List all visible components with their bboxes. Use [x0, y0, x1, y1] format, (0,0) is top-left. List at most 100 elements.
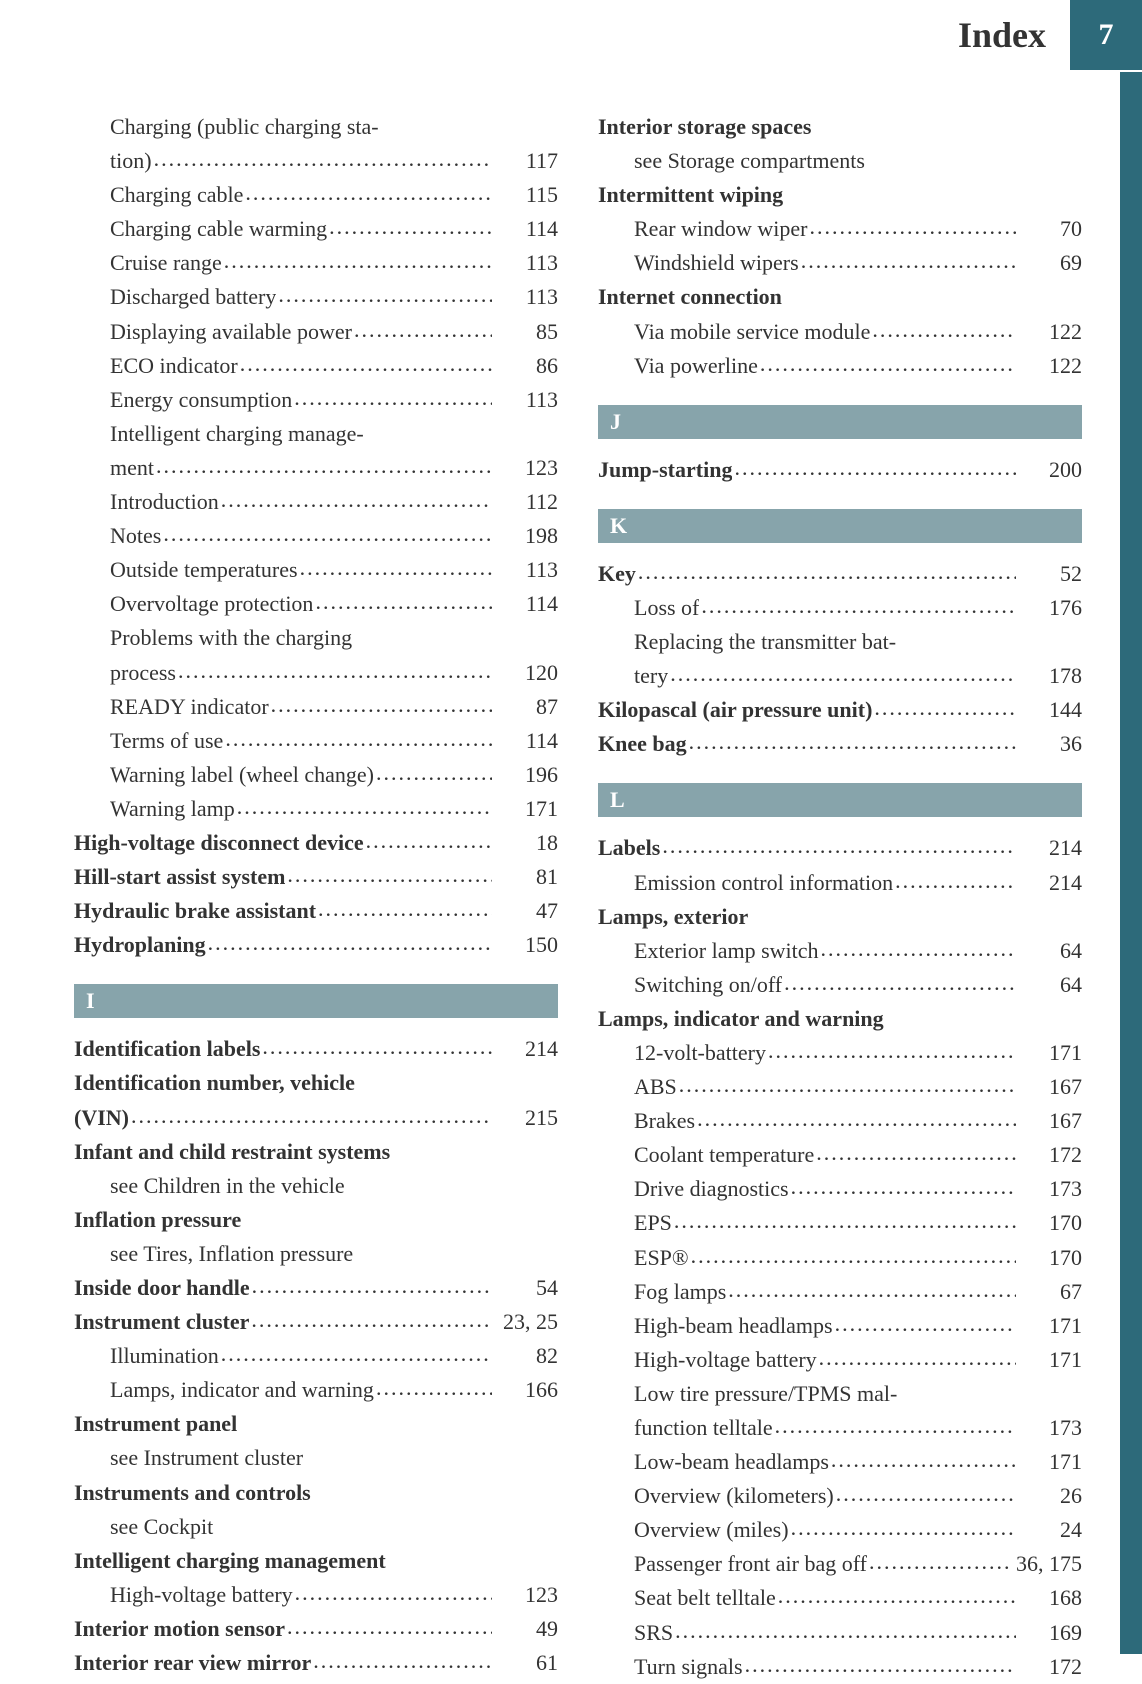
index-entry-page: 113: [498, 280, 558, 314]
leader-dots: ........................................…: [836, 1477, 1016, 1511]
index-subentry: tery ...................................…: [598, 659, 1082, 693]
index-entry-page: 24: [1022, 1513, 1082, 1547]
index-subentry: Exterior lamp switch ...................…: [598, 934, 1082, 968]
leader-dots: ........................................…: [674, 1204, 1016, 1238]
index-subentry: Coolant temperature ....................…: [598, 1138, 1082, 1172]
index-see-reference: see Instrument cluster: [74, 1441, 558, 1475]
index-subentry: Displaying available power .............…: [74, 315, 558, 349]
index-entry-label: Passenger front air bag off: [634, 1547, 867, 1581]
leader-dots: ........................................…: [734, 451, 1016, 485]
index-entry: (VIN) ..................................…: [74, 1101, 558, 1135]
index-subentry: Windshield wipers ......................…: [598, 246, 1082, 280]
index-subentry: Introduction ...........................…: [74, 485, 558, 519]
index-entry: Key ....................................…: [598, 557, 1082, 591]
leader-dots: ........................................…: [784, 966, 1016, 1000]
index-entry-page: 70: [1022, 212, 1082, 246]
leader-dots: ........................................…: [221, 1337, 492, 1371]
index-entry-label: Labels: [598, 831, 660, 865]
leader-dots: ........................................…: [240, 347, 492, 381]
index-entry-page: 113: [498, 383, 558, 417]
leader-dots: ........................................…: [895, 864, 1016, 898]
leader-dots: ........................................…: [689, 725, 1016, 759]
index-entry-page: 61: [498, 1646, 558, 1680]
leader-dots: ........................................…: [701, 589, 1016, 623]
index-entry-page: 198: [498, 519, 558, 553]
index-entry-label: Exterior lamp switch: [634, 934, 819, 968]
index-entry-label: Warning label (wheel change): [110, 758, 374, 792]
index-subentry: High-voltage battery ...................…: [598, 1343, 1082, 1377]
index-entry-label: Drive diagnostics: [634, 1172, 789, 1206]
index-entry: Knee bag ...............................…: [598, 727, 1082, 761]
index-entry-page: 173: [1022, 1411, 1082, 1445]
index-entry-label: Problems with the charging: [110, 621, 352, 655]
index-entry-heading: Interior storage spaces: [598, 110, 1082, 144]
index-entry-label: EPS: [634, 1206, 672, 1240]
leader-dots: ........................................…: [329, 210, 492, 244]
leader-dots: ........................................…: [295, 1576, 492, 1610]
index-subentry: High-beam headlamps ....................…: [598, 1309, 1082, 1343]
leader-dots: ........................................…: [775, 1409, 1016, 1443]
side-tab-strip: [1120, 72, 1142, 1654]
leader-dots: ........................................…: [163, 517, 492, 551]
index-subentry: process ................................…: [74, 656, 558, 690]
index-entry-page: 167: [1022, 1070, 1082, 1104]
index-entry-label: Seat belt telltale: [634, 1581, 776, 1615]
index-entry-label: Instrument cluster: [74, 1305, 249, 1339]
index-entry-label: Brakes: [634, 1104, 695, 1138]
index-entry-label: Replacing the transmitter bat-: [634, 625, 896, 659]
index-column-left: Charging (public charging sta- tion) ...…: [74, 110, 558, 1614]
index-entry-page: 178: [1022, 659, 1082, 693]
index-subentry: Overvoltage protection .................…: [74, 587, 558, 621]
index-entry: Identification labels ..................…: [74, 1032, 558, 1066]
index-entry-page: 123: [498, 1578, 558, 1612]
index-subentry: ment ...................................…: [74, 451, 558, 485]
index-entry-page: 115: [498, 178, 558, 212]
index-subentry: ABS ....................................…: [598, 1070, 1082, 1104]
index-entry-page: 196: [498, 758, 558, 792]
index-entry-page: 215: [498, 1101, 558, 1135]
index-subentry: Notes ..................................…: [74, 519, 558, 553]
index-entry-label: process: [110, 656, 176, 690]
index-see-reference: see Storage compartments: [598, 144, 1082, 178]
section-letter: I: [74, 984, 558, 1018]
index-entry-label: Hydraulic brake assistant: [74, 894, 316, 928]
index-entry-heading: Instrument panel: [74, 1407, 558, 1441]
index-entry-label: Interior rear view mirror: [74, 1646, 311, 1680]
index-entry-page: 150: [498, 928, 558, 962]
index-subentry: 12-volt-battery ........................…: [598, 1036, 1082, 1070]
leader-dots: ........................................…: [874, 691, 1016, 725]
index-entry-label: Intelligent charging manage-: [110, 417, 364, 451]
leader-dots: ........................................…: [768, 1034, 1016, 1068]
index-entry-page: 171: [1022, 1343, 1082, 1377]
index-entry: Interior rear view mirror ..............…: [74, 1646, 558, 1680]
index-entry-page: 64: [1022, 934, 1082, 968]
index-entry-label: Discharged battery: [110, 280, 276, 314]
leader-dots: ........................................…: [318, 892, 492, 926]
index-see-reference: see Cockpit: [74, 1510, 558, 1544]
index-entry-label: Low tire pressure/TPMS mal-: [634, 1377, 897, 1411]
leader-dots: ........................................…: [131, 1099, 492, 1133]
section-letter: J: [598, 405, 1082, 439]
index-entry-page: 176: [1022, 591, 1082, 625]
index-entry-page: 54: [498, 1271, 558, 1305]
leader-dots: ........................................…: [376, 756, 492, 790]
leader-dots: ........................................…: [821, 932, 1016, 966]
index-subentry: Charging cable warming .................…: [74, 212, 558, 246]
index-entry-label: Identification labels: [74, 1032, 260, 1066]
index-entry-page: 172: [1022, 1650, 1082, 1684]
index-entry-page: 168: [1022, 1581, 1082, 1615]
index-entry-heading: Instruments and controls: [74, 1476, 558, 1510]
index-subentry: ESP® ...................................…: [598, 1241, 1082, 1275]
index-subentry: Terms of use ...........................…: [74, 724, 558, 758]
index-entry-heading: Identification number, vehicle: [74, 1066, 558, 1100]
index-entry-page: 170: [1022, 1206, 1082, 1240]
index-entry-page: 112: [498, 485, 558, 519]
index-entry-page: 85: [498, 315, 558, 349]
index-entry-page: 171: [498, 792, 558, 826]
index-entry-label: Terms of use: [110, 724, 223, 758]
leader-dots: ........................................…: [154, 142, 492, 176]
index-subentry: Discharged battery .....................…: [74, 280, 558, 314]
index-entry-label: Introduction: [110, 485, 219, 519]
index-entry-page: 172: [1022, 1138, 1082, 1172]
index-entry-label: Windshield wipers: [634, 246, 799, 280]
